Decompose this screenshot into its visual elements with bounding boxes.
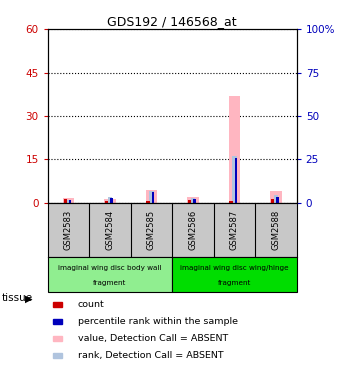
Bar: [147, 201, 150, 202]
Bar: [228, 96, 240, 202]
Text: GSM2583: GSM2583: [64, 209, 73, 250]
Text: count: count: [78, 300, 104, 309]
Text: ▶: ▶: [25, 293, 32, 303]
Bar: [276, 197, 279, 202]
Bar: [270, 191, 282, 202]
Bar: [149, 191, 153, 202]
Bar: [172, 257, 297, 292]
Text: fragment: fragment: [218, 280, 251, 286]
Bar: [187, 197, 199, 202]
Text: GSM2585: GSM2585: [147, 210, 156, 250]
Bar: [63, 198, 74, 202]
Bar: [108, 197, 112, 202]
Bar: [110, 198, 113, 202]
Text: imaginal wing disc wing/hinge: imaginal wing disc wing/hinge: [180, 265, 289, 271]
Bar: [235, 158, 237, 202]
Bar: [53, 302, 62, 307]
Text: GSM2584: GSM2584: [105, 210, 115, 250]
Text: rank, Detection Call = ABSENT: rank, Detection Call = ABSENT: [78, 351, 223, 360]
Bar: [193, 199, 196, 202]
Text: value, Detection Call = ABSENT: value, Detection Call = ABSENT: [78, 334, 228, 343]
Bar: [105, 201, 108, 202]
Text: fragment: fragment: [93, 280, 127, 286]
Bar: [66, 200, 71, 202]
Bar: [48, 257, 172, 292]
Bar: [69, 200, 71, 202]
Bar: [152, 193, 154, 202]
Text: GSM2586: GSM2586: [189, 209, 197, 250]
Bar: [271, 199, 274, 202]
Bar: [188, 200, 191, 202]
Bar: [229, 201, 233, 202]
Bar: [146, 190, 157, 202]
Text: GSM2588: GSM2588: [271, 209, 280, 250]
Bar: [232, 156, 237, 202]
Text: imaginal wing disc body wall: imaginal wing disc body wall: [58, 265, 162, 271]
Bar: [274, 195, 278, 202]
Text: percentile rank within the sample: percentile rank within the sample: [78, 317, 238, 326]
Text: GSM2587: GSM2587: [230, 209, 239, 250]
Bar: [63, 199, 67, 202]
Bar: [53, 336, 62, 341]
Title: GDS192 / 146568_at: GDS192 / 146568_at: [107, 15, 237, 28]
Bar: [104, 199, 116, 202]
Bar: [53, 319, 62, 324]
Text: tissue: tissue: [2, 293, 33, 303]
Bar: [191, 198, 195, 202]
Bar: [53, 353, 62, 358]
